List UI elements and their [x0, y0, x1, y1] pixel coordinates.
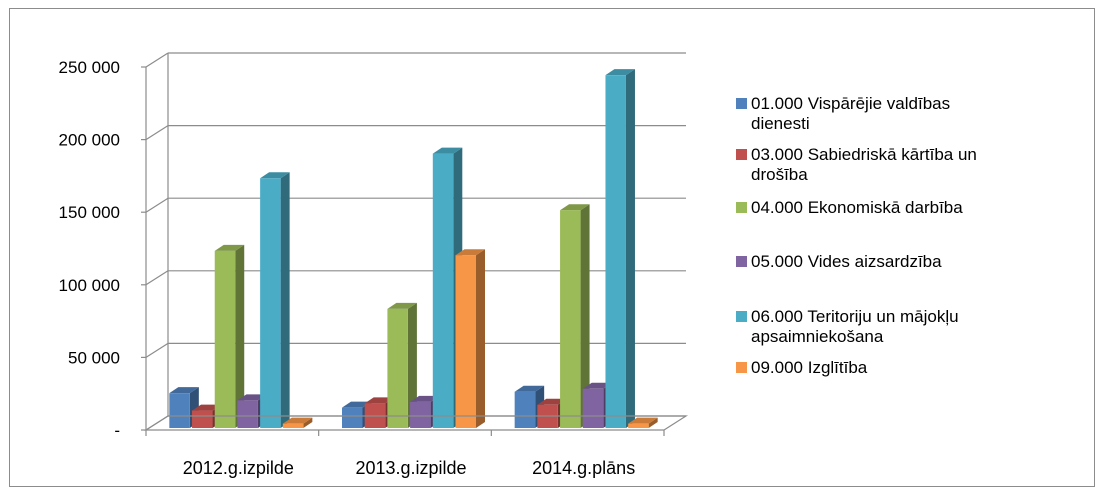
x-category-label: 2013.g.izpilde: [355, 458, 466, 478]
legend-label-line: dienesti: [751, 114, 810, 133]
legend-label-line: 06.000 Teritoriju un mājokļu: [751, 307, 959, 326]
legend-label-line: drošība: [751, 165, 808, 184]
bar-front: [628, 423, 649, 428]
legend: 01.000 Vispārējie valdības dienesti 03.000…: [736, 94, 977, 377]
bar-top: [364, 397, 395, 404]
bar-top: [605, 69, 635, 76]
bar-front: [282, 423, 304, 428]
bar-0-4: [260, 172, 290, 428]
bar-front: [410, 401, 431, 428]
legend-swatch: [736, 202, 747, 213]
bar-top: [169, 387, 199, 394]
legend-label-line: 09.000 Izglītība: [751, 358, 868, 377]
bar-top: [342, 401, 372, 408]
bar-1-5: [455, 249, 485, 428]
bar-top: [514, 385, 545, 392]
legend-swatch: [736, 256, 747, 267]
legend-label-line: 04.000 Ekonomiskā darbība: [751, 198, 963, 217]
bar-1-2: [387, 302, 417, 428]
gridline-depth: [145, 125, 169, 141]
bar-side: [280, 172, 290, 428]
y-tick-label: 50 000: [68, 348, 120, 367]
bar-top: [387, 302, 417, 309]
bar-top: [560, 204, 590, 211]
bar-top: [432, 147, 463, 154]
bar-top: [537, 398, 567, 405]
legend-swatch: [736, 149, 747, 160]
legend-label-line: 01.000 Vispārējie valdības: [751, 94, 950, 113]
bar-top: [214, 244, 245, 251]
bar-2-5: [628, 417, 658, 428]
bar-top: [192, 404, 222, 411]
bar-front: [237, 400, 258, 428]
legend-label: 06.000 Teritoriju un mājokļu apsaimniekoš…: [751, 307, 959, 346]
legend-label-line: apsaimniekošana: [751, 327, 884, 346]
legend-label-line: 05.000 Vides aizsardzība: [751, 252, 942, 271]
axis: - 50 000 100 000 150 000 200 000 250 000 2012.…: [59, 53, 689, 478]
bar-top: [282, 417, 313, 424]
gridline-depth: [145, 342, 169, 358]
bar-front: [455, 255, 476, 428]
bar-front: [169, 393, 190, 428]
x-category-label: 2012.g.izpilde: [183, 458, 294, 478]
bar-front: [192, 410, 213, 428]
gridline-depth: [145, 270, 169, 286]
bar-top: [455, 249, 485, 256]
bar-front: [582, 388, 604, 428]
bar-front: [214, 250, 236, 428]
gridline-depth: [145, 197, 169, 213]
gridline-depth: [145, 52, 169, 68]
bar-front: [514, 391, 536, 428]
x-category-label: 2014.g.plāns: [532, 458, 635, 478]
legend-label: 01.000 Vispārējie valdības dienesti: [751, 94, 950, 133]
bar-side: [303, 417, 313, 428]
legend-swatch: [736, 98, 747, 109]
bar-front: [605, 75, 626, 428]
bar-front: [260, 178, 281, 428]
bar-front: [342, 407, 363, 428]
legend-label: 09.000 Izglītība: [751, 358, 868, 377]
bar-side: [476, 249, 485, 428]
bar-front: [560, 210, 581, 428]
chart-svg: - 50 000 100 000 150 000 200 000 250 000 2012.…: [59, 52, 977, 478]
y-tick-label: 100 000: [59, 276, 120, 295]
bar-front: [432, 153, 454, 428]
bar-0-2: [214, 244, 245, 428]
y-tick-label: 250 000: [59, 58, 120, 77]
bar-top: [628, 417, 658, 424]
legend-label: 05.000 Vides aizsardzība: [751, 252, 942, 271]
y-tick-label: 200 000: [59, 131, 120, 150]
bar-side: [648, 417, 658, 428]
bar-side: [407, 302, 417, 428]
legend-label: 04.000 Ekonomiskā darbība: [751, 198, 963, 217]
y-tick-label: 150 000: [59, 203, 120, 222]
bar-side: [625, 69, 635, 428]
y-tick-label: -: [114, 421, 120, 440]
bar-top: [260, 172, 290, 179]
chart-frame: - 50 000 100 000 150 000 200 000 250 000 2012.…: [9, 8, 1095, 487]
bars: [169, 69, 658, 428]
bar-top: [410, 395, 440, 402]
bar-front: [387, 308, 408, 428]
bar-side: [235, 244, 245, 428]
bar-side: [580, 204, 590, 428]
legend-swatch: [736, 362, 747, 373]
bar-top: [582, 382, 613, 389]
legend-swatch: [736, 311, 747, 322]
bar-0-5: [282, 417, 313, 428]
bar-top: [237, 394, 267, 401]
legend-label-line: 03.000 Sabiedriskā kārtība un: [751, 145, 977, 164]
bar-2-4: [605, 69, 635, 428]
bar-2-2: [560, 204, 590, 428]
legend-label: 03.000 Sabiedriskā kārtība un drošība: [751, 145, 977, 184]
